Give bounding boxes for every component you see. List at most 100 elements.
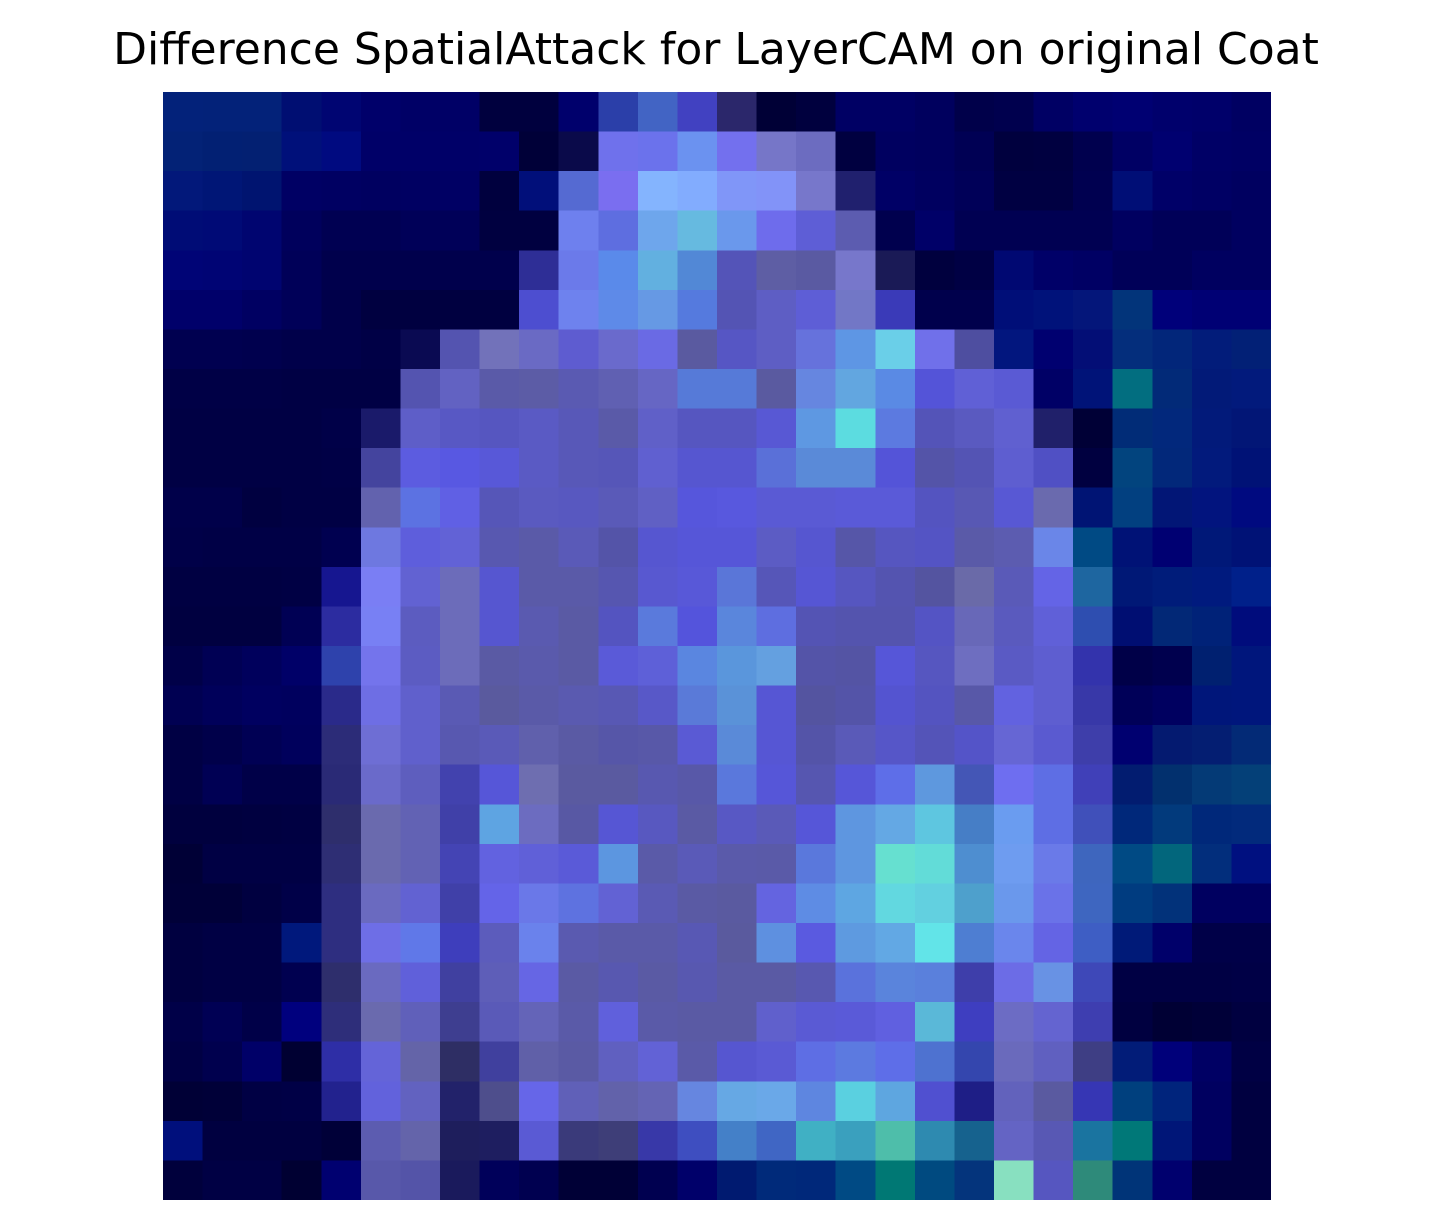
heatmap-cell-r22-c15 <box>756 962 797 1003</box>
heatmap-cell-r5-c19 <box>914 289 956 331</box>
heatmap-cell-r9-c15 <box>756 448 797 489</box>
heatmap-cell-r10-c1 <box>202 487 243 529</box>
heatmap-cell-r23-c20 <box>954 1002 995 1043</box>
heatmap-cell-r14-c27 <box>1231 646 1271 687</box>
heatmap-cell-r17-c25 <box>1152 764 1193 806</box>
heatmap-cell-r6-c20 <box>954 329 995 370</box>
heatmap-cell-r20-c13 <box>677 883 718 924</box>
heatmap-cell-r12-c6 <box>400 566 441 608</box>
heatmap-cell-r18-c12 <box>637 804 679 845</box>
heatmap-cell-r12-c24 <box>1112 566 1154 608</box>
heatmap-cell-r15-c24 <box>1112 685 1154 726</box>
heatmap-cell-r19-c17 <box>835 843 877 885</box>
heatmap-cell-r12-c21 <box>994 566 1035 608</box>
heatmap-cell-r3-c19 <box>914 210 956 252</box>
heatmap-cell-r15-c15 <box>756 685 797 726</box>
heatmap-cell-r2-c18 <box>875 171 916 212</box>
heatmap-cell-r9-c7 <box>440 448 481 489</box>
heatmap-cell-r18-c17 <box>835 804 877 845</box>
heatmap-cell-r8-c25 <box>1152 408 1193 449</box>
heatmap-cell-r24-c9 <box>519 1041 560 1083</box>
heatmap-cell-r23-c26 <box>1191 1002 1233 1043</box>
heatmap-cell-r22-c0 <box>163 962 204 1003</box>
heatmap-cell-r19-c15 <box>756 843 797 885</box>
heatmap-cell-r0-c16 <box>796 92 837 133</box>
heatmap-cell-r19-c12 <box>637 843 679 885</box>
heatmap-cell-r21-c7 <box>440 923 481 964</box>
heatmap-cell-r17-c12 <box>637 764 679 806</box>
heatmap-cell-r10-c23 <box>1073 487 1114 529</box>
heatmap-cell-r6-c12 <box>637 329 679 370</box>
heatmap-cell-r16-c10 <box>558 725 600 766</box>
heatmap-cell-r10-c12 <box>637 487 679 529</box>
heatmap-cell-r0-c8 <box>479 92 520 133</box>
heatmap-cell-r16-c12 <box>637 725 679 766</box>
heatmap-cell-r26-c15 <box>756 1120 797 1162</box>
heatmap-cell-r5-c5 <box>360 289 402 331</box>
heatmap-cell-r16-c0 <box>163 725 204 766</box>
heatmap-cell-r15-c19 <box>914 685 956 726</box>
heatmap-cell-r9-c4 <box>321 448 362 489</box>
heatmap-cell-r25-c27 <box>1231 1081 1271 1122</box>
heatmap-cell-r1-c1 <box>202 131 243 172</box>
heatmap-cell-r15-c3 <box>281 685 323 726</box>
heatmap-cell-r18-c19 <box>914 804 956 845</box>
heatmap-cell-r14-c5 <box>360 646 402 687</box>
heatmap-cell-r24-c19 <box>914 1041 956 1083</box>
heatmap-cell-r10-c0 <box>163 487 204 529</box>
heatmap-cell-r9-c3 <box>281 448 323 489</box>
heatmap-cell-r9-c10 <box>558 448 600 489</box>
heatmap-cell-r22-c10 <box>558 962 600 1003</box>
heatmap-cell-r5-c12 <box>637 289 679 331</box>
heatmap-cell-r5-c18 <box>875 289 916 331</box>
heatmap-cell-r19-c20 <box>954 843 995 885</box>
heatmap-cell-r0-c25 <box>1152 92 1193 133</box>
heatmap-cell-r0-c7 <box>440 92 481 133</box>
heatmap-cell-r27-c15 <box>756 1160 797 1200</box>
heatmap-cell-r2-c24 <box>1112 171 1154 212</box>
heatmap-cell-r19-c9 <box>519 843 560 885</box>
heatmap-cell-r21-c13 <box>677 923 718 964</box>
heatmap-cell-r0-c5 <box>360 92 402 133</box>
heatmap-cell-r24-c18 <box>875 1041 916 1083</box>
heatmap-cell-r23-c2 <box>242 1002 283 1043</box>
heatmap-cell-r21-c1 <box>202 923 243 964</box>
heatmap-cell-r27-c7 <box>440 1160 481 1200</box>
heatmap-cell-r2-c1 <box>202 171 243 212</box>
heatmap-cell-r21-c27 <box>1231 923 1271 964</box>
heatmap-cell-r12-c8 <box>479 566 520 608</box>
heatmap-cell-r21-c8 <box>479 923 520 964</box>
heatmap-cell-r12-c23 <box>1073 566 1114 608</box>
heatmap-cell-r4-c20 <box>954 250 995 291</box>
heatmap-cell-r26-c21 <box>994 1120 1035 1162</box>
heatmap-cell-r23-c24 <box>1112 1002 1154 1043</box>
heatmap-cell-r11-c24 <box>1112 527 1154 568</box>
heatmap-cell-r24-c4 <box>321 1041 362 1083</box>
heatmap-cell-r5-c11 <box>598 289 639 331</box>
heatmap-cell-r18-c11 <box>598 804 639 845</box>
heatmap-cell-r25-c7 <box>440 1081 481 1122</box>
heatmap-cell-r0-c19 <box>914 92 956 133</box>
heatmap-cell-r19-c22 <box>1033 843 1074 885</box>
heatmap-cell-r0-c26 <box>1191 92 1233 133</box>
heatmap-cell-r10-c18 <box>875 487 916 529</box>
heatmap-cell-r10-c5 <box>360 487 402 529</box>
heatmap-cell-r12-c7 <box>440 566 481 608</box>
heatmap-cell-r0-c23 <box>1073 92 1114 133</box>
heatmap-cell-r2-c16 <box>796 171 837 212</box>
heatmap-cell-r4-c25 <box>1152 250 1193 291</box>
heatmap-cell-r26-c18 <box>875 1120 916 1162</box>
heatmap-cell-r18-c27 <box>1231 804 1271 845</box>
heatmap-cell-r10-c15 <box>756 487 797 529</box>
heatmap-cell-r26-c27 <box>1231 1120 1271 1162</box>
heatmap-cell-r21-c10 <box>558 923 600 964</box>
heatmap-cell-r8-c20 <box>954 408 995 449</box>
heatmap-cell-r23-c12 <box>637 1002 679 1043</box>
heatmap-cell-r1-c13 <box>677 131 718 172</box>
heatmap-cell-r9-c25 <box>1152 448 1193 489</box>
heatmap-cell-r18-c6 <box>400 804 441 845</box>
heatmap-cell-r14-c6 <box>400 646 441 687</box>
heatmap-cell-r6-c7 <box>440 329 481 370</box>
heatmap-cell-r13-c15 <box>756 606 797 647</box>
heatmap-cell-r19-c4 <box>321 843 362 885</box>
